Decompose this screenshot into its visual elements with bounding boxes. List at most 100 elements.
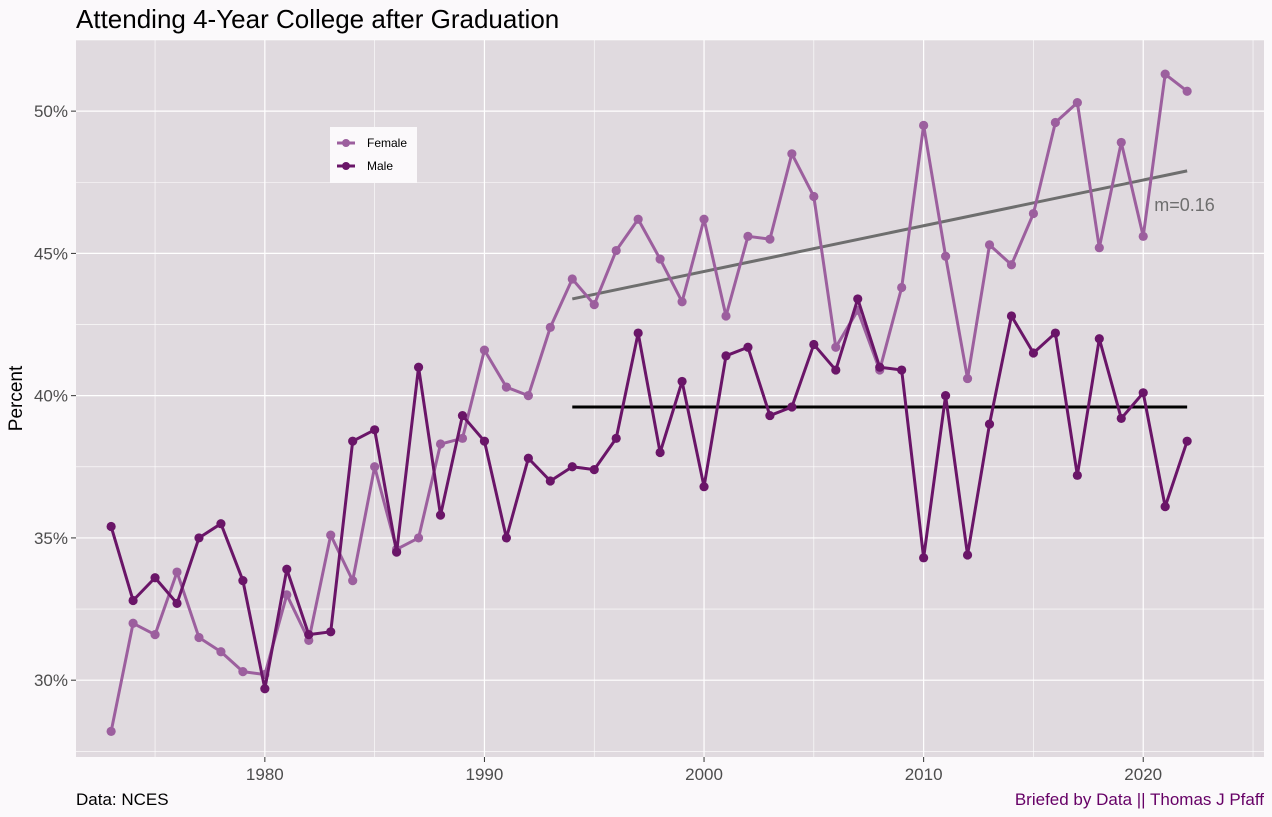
data-point-male [853, 294, 863, 304]
data-point-male [1028, 348, 1039, 358]
trend-line-female [571, 169, 1188, 301]
data-point-male [172, 598, 182, 608]
series-line-female [109, 72, 1189, 732]
data-point-male [479, 436, 490, 446]
data-point-female [567, 274, 577, 284]
data-point-female [787, 149, 797, 159]
data-point-female [128, 618, 138, 628]
data-point-male [875, 362, 885, 372]
data-point-female [1116, 137, 1126, 148]
data-point-female [919, 120, 929, 130]
y-tick-label: 50% [34, 102, 68, 121]
data-point-female [326, 530, 336, 540]
series-group [106, 69, 1192, 736]
data-point-male [984, 419, 995, 429]
data-point-female [984, 240, 995, 250]
data-point-female [809, 191, 819, 202]
data-point-female [545, 322, 555, 332]
credit: Briefed by Data || Thomas J Pfaff [1014, 790, 1264, 809]
data-point-male [743, 342, 753, 352]
data-point-female [1072, 97, 1082, 108]
data-point-male [611, 433, 621, 443]
legend-swatch-point [342, 139, 350, 147]
x-tick-label: 2010 [905, 765, 943, 784]
data-point-female [611, 245, 621, 256]
grid-minor [76, 39, 1264, 757]
data-point-female [765, 234, 775, 244]
y-tick-labels: 30% 35% 40% 45% 50% [34, 102, 76, 690]
data-point-male [677, 376, 687, 387]
data-point-male [1094, 334, 1104, 344]
data-point-female [831, 342, 841, 352]
data-point-female [655, 254, 665, 264]
data-point-male [787, 402, 797, 412]
data-point-male [545, 476, 555, 486]
data-point-female [962, 373, 973, 384]
x-tick-label: 2000 [685, 765, 723, 784]
data-point-female [501, 382, 512, 392]
data-point-male [589, 465, 599, 475]
data-point-male [326, 627, 336, 637]
data-source: Data: NCES [76, 790, 169, 809]
data-point-male [238, 575, 248, 586]
data-point-male [106, 521, 116, 532]
data-point-female [172, 567, 182, 577]
data-point-male [721, 351, 731, 361]
data-point-male [962, 550, 973, 560]
x-tick-labels: 1980 1990 2000 2010 2020 [246, 757, 1162, 784]
data-point-female [216, 647, 226, 657]
data-point-male [282, 564, 292, 574]
data-point-female [721, 311, 731, 321]
data-point-female [1138, 231, 1148, 241]
data-point-male [567, 462, 577, 472]
data-point-male [523, 453, 533, 463]
data-point-female [194, 632, 204, 643]
data-point-female [106, 726, 116, 736]
data-point-male [1138, 388, 1148, 398]
plot-panel [76, 40, 1264, 757]
legend-swatch-point [342, 162, 350, 170]
data-point-female [897, 282, 907, 293]
data-point-female [413, 533, 424, 543]
data-point-female [677, 297, 687, 307]
data-point-male [150, 573, 160, 583]
data-point-male [194, 533, 204, 543]
data-point-male [1160, 502, 1170, 512]
data-point-female [435, 439, 446, 449]
data-point-male [1182, 436, 1192, 446]
data-point-male [1072, 470, 1082, 480]
data-point-male [831, 365, 841, 375]
data-point-male [1116, 413, 1126, 424]
data-point-female [282, 590, 292, 600]
data-point-male [216, 519, 226, 529]
data-point-male [919, 553, 929, 563]
legend-box [330, 127, 417, 183]
y-axis-label: Percent [6, 365, 27, 431]
trend-slope-label: m=0.16 [1154, 195, 1215, 215]
legend: Female Male [330, 127, 417, 183]
y-tick-label: 30% [34, 671, 68, 690]
data-point-female [150, 630, 160, 640]
y-tick-label: 35% [34, 529, 68, 548]
data-point-male [457, 410, 468, 421]
data-point-female [348, 575, 358, 586]
x-tick-label: 1990 [466, 765, 504, 784]
data-point-female [1182, 86, 1192, 96]
data-point-male [765, 410, 775, 421]
data-point-male [809, 339, 819, 350]
chart-title: Attending 4-Year College after Graduatio… [76, 4, 560, 34]
data-point-female [370, 462, 380, 472]
data-point-female [940, 251, 951, 261]
data-point-male [1006, 311, 1017, 321]
data-point-male [897, 365, 907, 375]
data-point-male [940, 391, 951, 401]
data-point-female [457, 433, 468, 443]
data-point-female [523, 391, 533, 401]
data-point-male [435, 510, 446, 520]
data-point-male [501, 533, 512, 543]
data-point-female [1006, 260, 1017, 270]
data-point-female [1160, 69, 1170, 79]
data-point-male [699, 482, 709, 492]
data-point-male [633, 328, 643, 338]
data-point-female [1050, 117, 1060, 128]
